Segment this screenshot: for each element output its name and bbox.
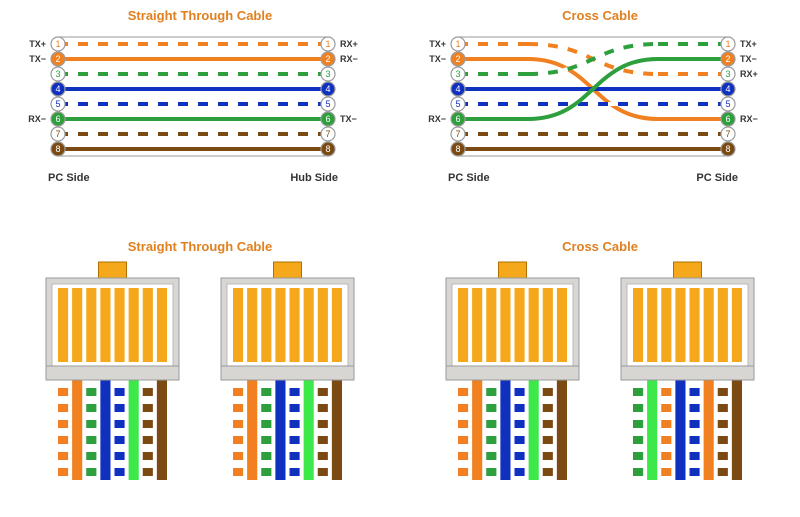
- svg-text:4: 4: [55, 84, 60, 94]
- svg-text:7: 7: [55, 129, 60, 139]
- svg-text:6: 6: [55, 114, 60, 124]
- svg-text:5: 5: [725, 99, 730, 109]
- cross-wiring-title: Cross Cable: [408, 8, 792, 23]
- svg-text:2: 2: [55, 54, 60, 64]
- straight-connector-title: Straight Through Cable: [8, 239, 392, 254]
- cross-connector-left: [440, 260, 585, 480]
- svg-text:4: 4: [725, 84, 730, 94]
- cross-connectors: [408, 260, 792, 480]
- svg-text:TX+: TX+: [740, 39, 757, 49]
- straight-connector-left: [40, 260, 185, 480]
- svg-text:Hub Side: Hub Side: [290, 172, 338, 184]
- svg-text:PC Side: PC Side: [696, 172, 738, 184]
- svg-text:RX+: RX+: [340, 39, 358, 49]
- svg-text:5: 5: [325, 99, 330, 109]
- svg-text:RX−: RX−: [28, 114, 46, 124]
- cross-connector-panel: Cross Cable: [400, 231, 800, 517]
- svg-text:6: 6: [725, 114, 730, 124]
- straight-wiring-panel: Straight Through Cable 1 1 TX+ RX+ 2 2 TX− RX− 3…: [0, 0, 400, 231]
- svg-text:TX−: TX−: [340, 114, 357, 124]
- svg-text:8: 8: [725, 144, 730, 154]
- svg-text:PC Side: PC Side: [48, 172, 90, 184]
- svg-text:TX+: TX+: [429, 39, 446, 49]
- svg-text:7: 7: [455, 129, 460, 139]
- svg-text:7: 7: [325, 129, 330, 139]
- svg-text:6: 6: [455, 114, 460, 124]
- straight-wiring-diagram: 1 1 TX+ RX+ 2 2 TX− RX− 3 3 4 4 5 5 6 6 RX− TX− 7 7 8 8 PC Si…: [8, 29, 392, 194]
- cross-connector-right: [615, 260, 760, 480]
- svg-text:RX−: RX−: [340, 54, 358, 64]
- svg-text:5: 5: [55, 99, 60, 109]
- svg-text:8: 8: [325, 144, 330, 154]
- svg-text:4: 4: [455, 84, 460, 94]
- svg-text:1: 1: [325, 39, 330, 49]
- svg-text:3: 3: [325, 69, 330, 79]
- svg-text:1: 1: [455, 39, 460, 49]
- svg-text:1: 1: [55, 39, 60, 49]
- svg-text:2: 2: [725, 54, 730, 64]
- svg-text:8: 8: [55, 144, 60, 154]
- svg-text:RX+: RX+: [740, 69, 758, 79]
- svg-text:4: 4: [325, 84, 330, 94]
- cross-wiring-panel: Cross Cable 11TX+TX+22TX−TX−33RX+445566R…: [400, 0, 800, 231]
- svg-text:TX−: TX−: [429, 54, 446, 64]
- svg-text:8: 8: [455, 144, 460, 154]
- svg-text:RX−: RX−: [740, 114, 758, 124]
- svg-text:3: 3: [455, 69, 460, 79]
- svg-text:2: 2: [455, 54, 460, 64]
- svg-text:3: 3: [725, 69, 730, 79]
- straight-wiring-title: Straight Through Cable: [8, 8, 392, 23]
- svg-text:5: 5: [455, 99, 460, 109]
- svg-text:3: 3: [55, 69, 60, 79]
- svg-text:TX+: TX+: [29, 39, 46, 49]
- cross-connector-title: Cross Cable: [408, 239, 792, 254]
- straight-connector-panel: Straight Through Cable: [0, 231, 400, 517]
- straight-connector-right: [215, 260, 360, 480]
- cross-wiring-diagram: 1 1 TX+ TX+ 2 2 TX− TX− 3 3 RX+ 4 4 5 5 6 6 RX− RX− 7 7 8 8 PC…: [408, 29, 792, 194]
- svg-text:PC Side: PC Side: [448, 172, 490, 184]
- svg-text:TX−: TX−: [740, 54, 757, 64]
- svg-text:TX−: TX−: [29, 54, 46, 64]
- straight-connectors: [8, 260, 392, 480]
- svg-text:6: 6: [325, 114, 330, 124]
- svg-text:RX−: RX−: [428, 114, 446, 124]
- svg-text:1: 1: [725, 39, 730, 49]
- svg-text:2: 2: [325, 54, 330, 64]
- svg-text:7: 7: [725, 129, 730, 139]
